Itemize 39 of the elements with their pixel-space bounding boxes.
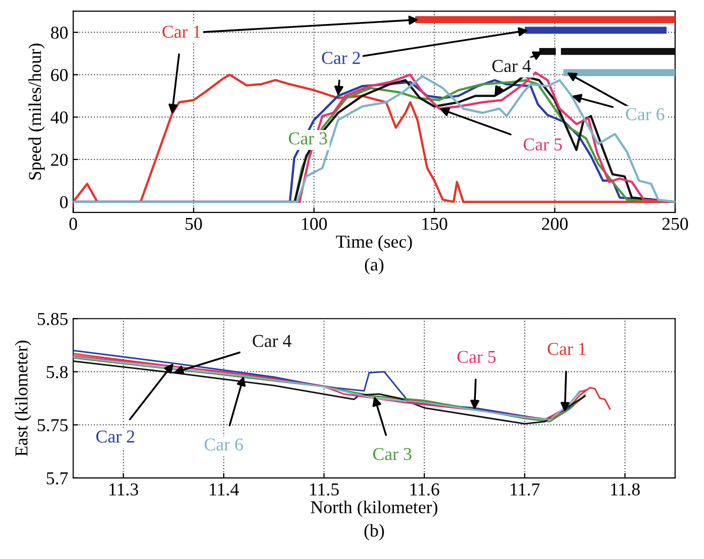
y-tick-label: 5.7 <box>46 472 68 484</box>
text: Car 3 <box>373 448 412 460</box>
text: Car 1 <box>162 26 200 38</box>
y-tick-label: 5.85 <box>38 312 68 326</box>
x-tick-label: 0 <box>69 218 78 230</box>
text: (a) <box>364 258 384 274</box>
x-tick-label: 11.8 <box>611 483 640 496</box>
y-tick-label: 0 <box>60 196 68 208</box>
series-label: Car 4 <box>252 334 292 348</box>
y-axis-title: East (kilometer) <box>14 340 32 456</box>
y-tick-label: 20 <box>51 154 68 166</box>
x-tick-label: 200 <box>542 218 568 230</box>
series-label: Car 4 <box>492 60 531 72</box>
text: Car 2 <box>96 430 134 443</box>
x-tick-label: 50 <box>186 218 202 230</box>
series-label: Car 5 <box>524 138 562 151</box>
y-tick-label: 5.8 <box>46 366 68 378</box>
x-axis-title: Time (sec) <box>336 235 412 252</box>
x-axis-title: North (kilometer) <box>310 500 438 517</box>
y-tick-label: 80 <box>50 26 68 39</box>
series-label: Car 2 <box>322 52 360 64</box>
y-axis-title: Speed (miles/hour) <box>28 44 45 180</box>
x-tick-label: 11.4 <box>210 483 239 496</box>
y-tick-label: 40 <box>50 111 68 124</box>
x-tick-label: 11.3 <box>110 483 138 496</box>
y-tick-label: 5.75 <box>38 419 68 432</box>
x-tick-label: 150 <box>422 218 448 230</box>
y-tick-label: 60 <box>51 68 68 82</box>
x-tick-label: 11.5 <box>310 483 339 496</box>
text: (b) <box>364 524 384 540</box>
x-tick-label: 250 <box>662 218 688 230</box>
series-label: Car 3 <box>288 132 328 144</box>
x-tick-label: 11.7 <box>510 483 540 496</box>
x-tick-label: 100 <box>302 218 327 230</box>
series-label: Car 6 <box>626 108 664 120</box>
text: Car 6 <box>204 438 243 451</box>
x-tick-label: 11.6 <box>410 483 440 496</box>
series-label: Car 1 <box>548 342 586 356</box>
text: Car 5 <box>457 350 496 363</box>
